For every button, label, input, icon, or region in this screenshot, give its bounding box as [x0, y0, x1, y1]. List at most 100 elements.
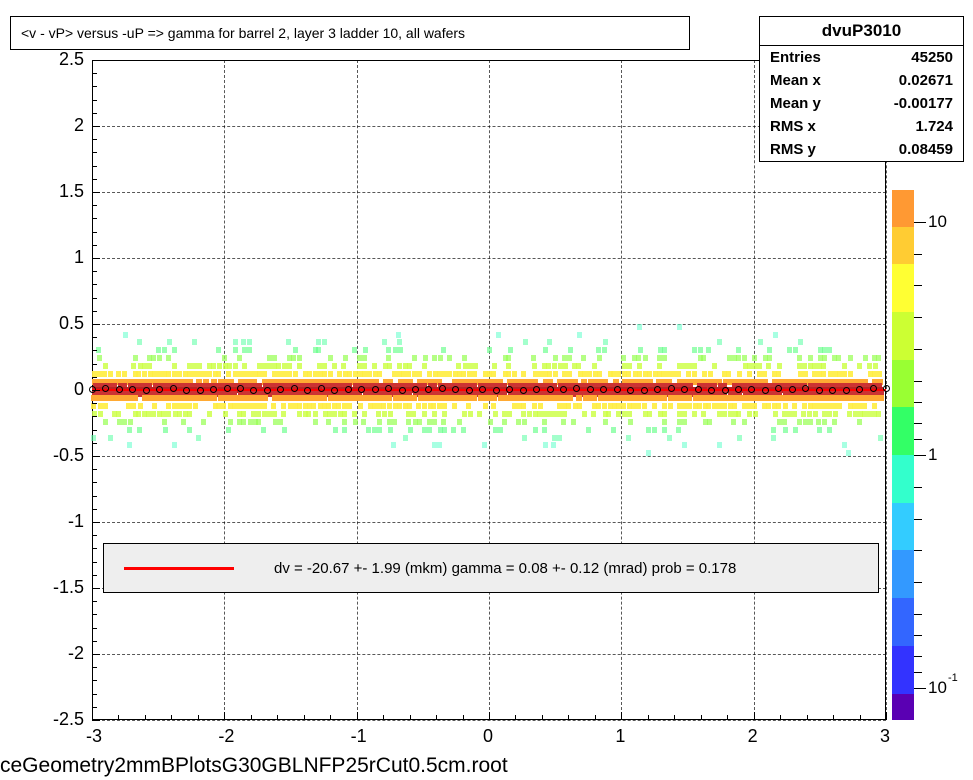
y-minor-tick: [92, 73, 97, 74]
heatmap-cell: [207, 411, 212, 417]
heatmap-cell: [281, 403, 286, 409]
heatmap-cell: [842, 363, 847, 369]
heatmap-cell: [522, 419, 527, 425]
heatmap-cell: [343, 355, 348, 361]
heatmap-cell: [151, 411, 156, 417]
y-minor-tick: [92, 707, 97, 708]
y-tick: [92, 720, 100, 721]
heatmap-cell: [637, 371, 642, 377]
x-tick: [886, 712, 887, 720]
colorbar-tick: [914, 349, 922, 350]
heatmap-cell: [468, 411, 473, 417]
heatmap-cell: [461, 371, 466, 377]
y-tick: [92, 522, 100, 523]
heatmap-cell: [342, 427, 347, 433]
heatmap-cell: [802, 403, 807, 409]
heatmap-cell: [332, 363, 337, 369]
heatmap-cell: [131, 403, 136, 409]
heatmap-cell: [336, 403, 341, 409]
heatmap-cell: [628, 419, 633, 425]
x-minor-tick: [648, 715, 649, 720]
heatmap-cell: [862, 411, 867, 417]
x-tick: [224, 712, 225, 720]
heatmap-cell: [596, 347, 601, 353]
heatmap-cell: [432, 411, 437, 417]
heatmap-cell: [397, 339, 402, 345]
heatmap-cell: [662, 347, 667, 353]
heatmap-cell: [707, 419, 712, 425]
colorbar-tick: [914, 285, 922, 286]
heatmap-cell: [502, 419, 507, 425]
heatmap-cell: [136, 411, 141, 417]
heatmap-cell: [282, 363, 287, 369]
heatmap-cell: [337, 371, 342, 377]
heatmap-cell: [403, 435, 408, 441]
y-tick-label: -2.5: [53, 709, 84, 730]
colorbar-tick: [914, 656, 922, 657]
heatmap-cell: [432, 355, 437, 361]
heatmap-cell: [803, 371, 808, 377]
heatmap-cell: [441, 419, 446, 425]
heatmap-cell: [291, 355, 296, 361]
y-minor-tick: [92, 205, 97, 206]
heatmap-cell: [587, 371, 592, 377]
colorbar-tick: [914, 254, 922, 255]
heatmap-cell: [406, 419, 411, 425]
heatmap-cell: [863, 355, 868, 361]
x-minor-tick: [701, 715, 702, 720]
heatmap-cell: [138, 403, 143, 409]
heatmap-cell: [437, 442, 442, 448]
heatmap-cell: [662, 427, 667, 433]
heatmap-cell: [837, 403, 842, 409]
heatmap-cell: [853, 411, 858, 417]
heatmap-cell: [187, 403, 192, 409]
heatmap-cell: [352, 347, 357, 353]
heatmap-cell: [341, 363, 346, 369]
heatmap-cell: [568, 347, 573, 353]
heatmap-cell: [91, 435, 96, 441]
heatmap-cell: [773, 332, 778, 338]
heatmap-cell: [447, 371, 452, 377]
y-minor-tick: [92, 509, 97, 510]
heatmap-cell: [842, 442, 847, 448]
heatmap-cell: [241, 419, 246, 425]
heatmap-cell: [561, 419, 566, 425]
heatmap-cell: [766, 403, 771, 409]
fit-marker: [627, 387, 634, 394]
fit-marker: [641, 387, 648, 394]
heatmap-cell: [596, 403, 601, 409]
heatmap-cell: [172, 347, 177, 353]
heatmap-cell: [787, 347, 792, 353]
heatmap-cell: [626, 371, 631, 377]
fit-marker: [493, 387, 500, 394]
heatmap-cell: [751, 395, 757, 401]
heatmap-cell: [342, 411, 347, 417]
heatmap-cell: [293, 371, 298, 377]
heatmap-cell: [567, 371, 572, 377]
heatmap-cell: [736, 355, 741, 361]
heatmap-cell: [328, 371, 333, 377]
colorbar-segment: [892, 227, 914, 264]
y-minor-tick: [92, 430, 97, 431]
y-tick: [92, 390, 100, 391]
footer-filename: ceGeometry2mmBPlotsG30GBLNFP25rCut0.5cm.…: [0, 754, 508, 778]
legend-text: dv = -20.67 +- 1.99 (mkm) gamma = 0.08 +…: [274, 560, 736, 577]
heatmap-cell: [576, 363, 581, 369]
heatmap-cell: [326, 403, 331, 409]
heatmap-cell: [531, 355, 536, 361]
heatmap-cell: [857, 363, 862, 369]
y-minor-tick: [92, 628, 97, 629]
heatmap-cell: [752, 363, 757, 369]
heatmap-cell: [491, 403, 496, 409]
heatmap-cell: [412, 355, 417, 361]
y-tick-label: -1: [68, 511, 84, 532]
colorbar-tick: [914, 672, 922, 673]
heatmap-cell: [801, 411, 806, 417]
stats-box: dvuP3010Entries45250Mean x0.02671Mean y-…: [759, 16, 964, 162]
heatmap-cell: [592, 363, 597, 369]
stats-row: Mean x0.02671: [760, 69, 963, 92]
heatmap-cell: [546, 363, 551, 369]
stats-label: Mean y: [770, 95, 821, 112]
heatmap-cell: [233, 347, 238, 353]
heatmap-cell: [676, 371, 681, 377]
